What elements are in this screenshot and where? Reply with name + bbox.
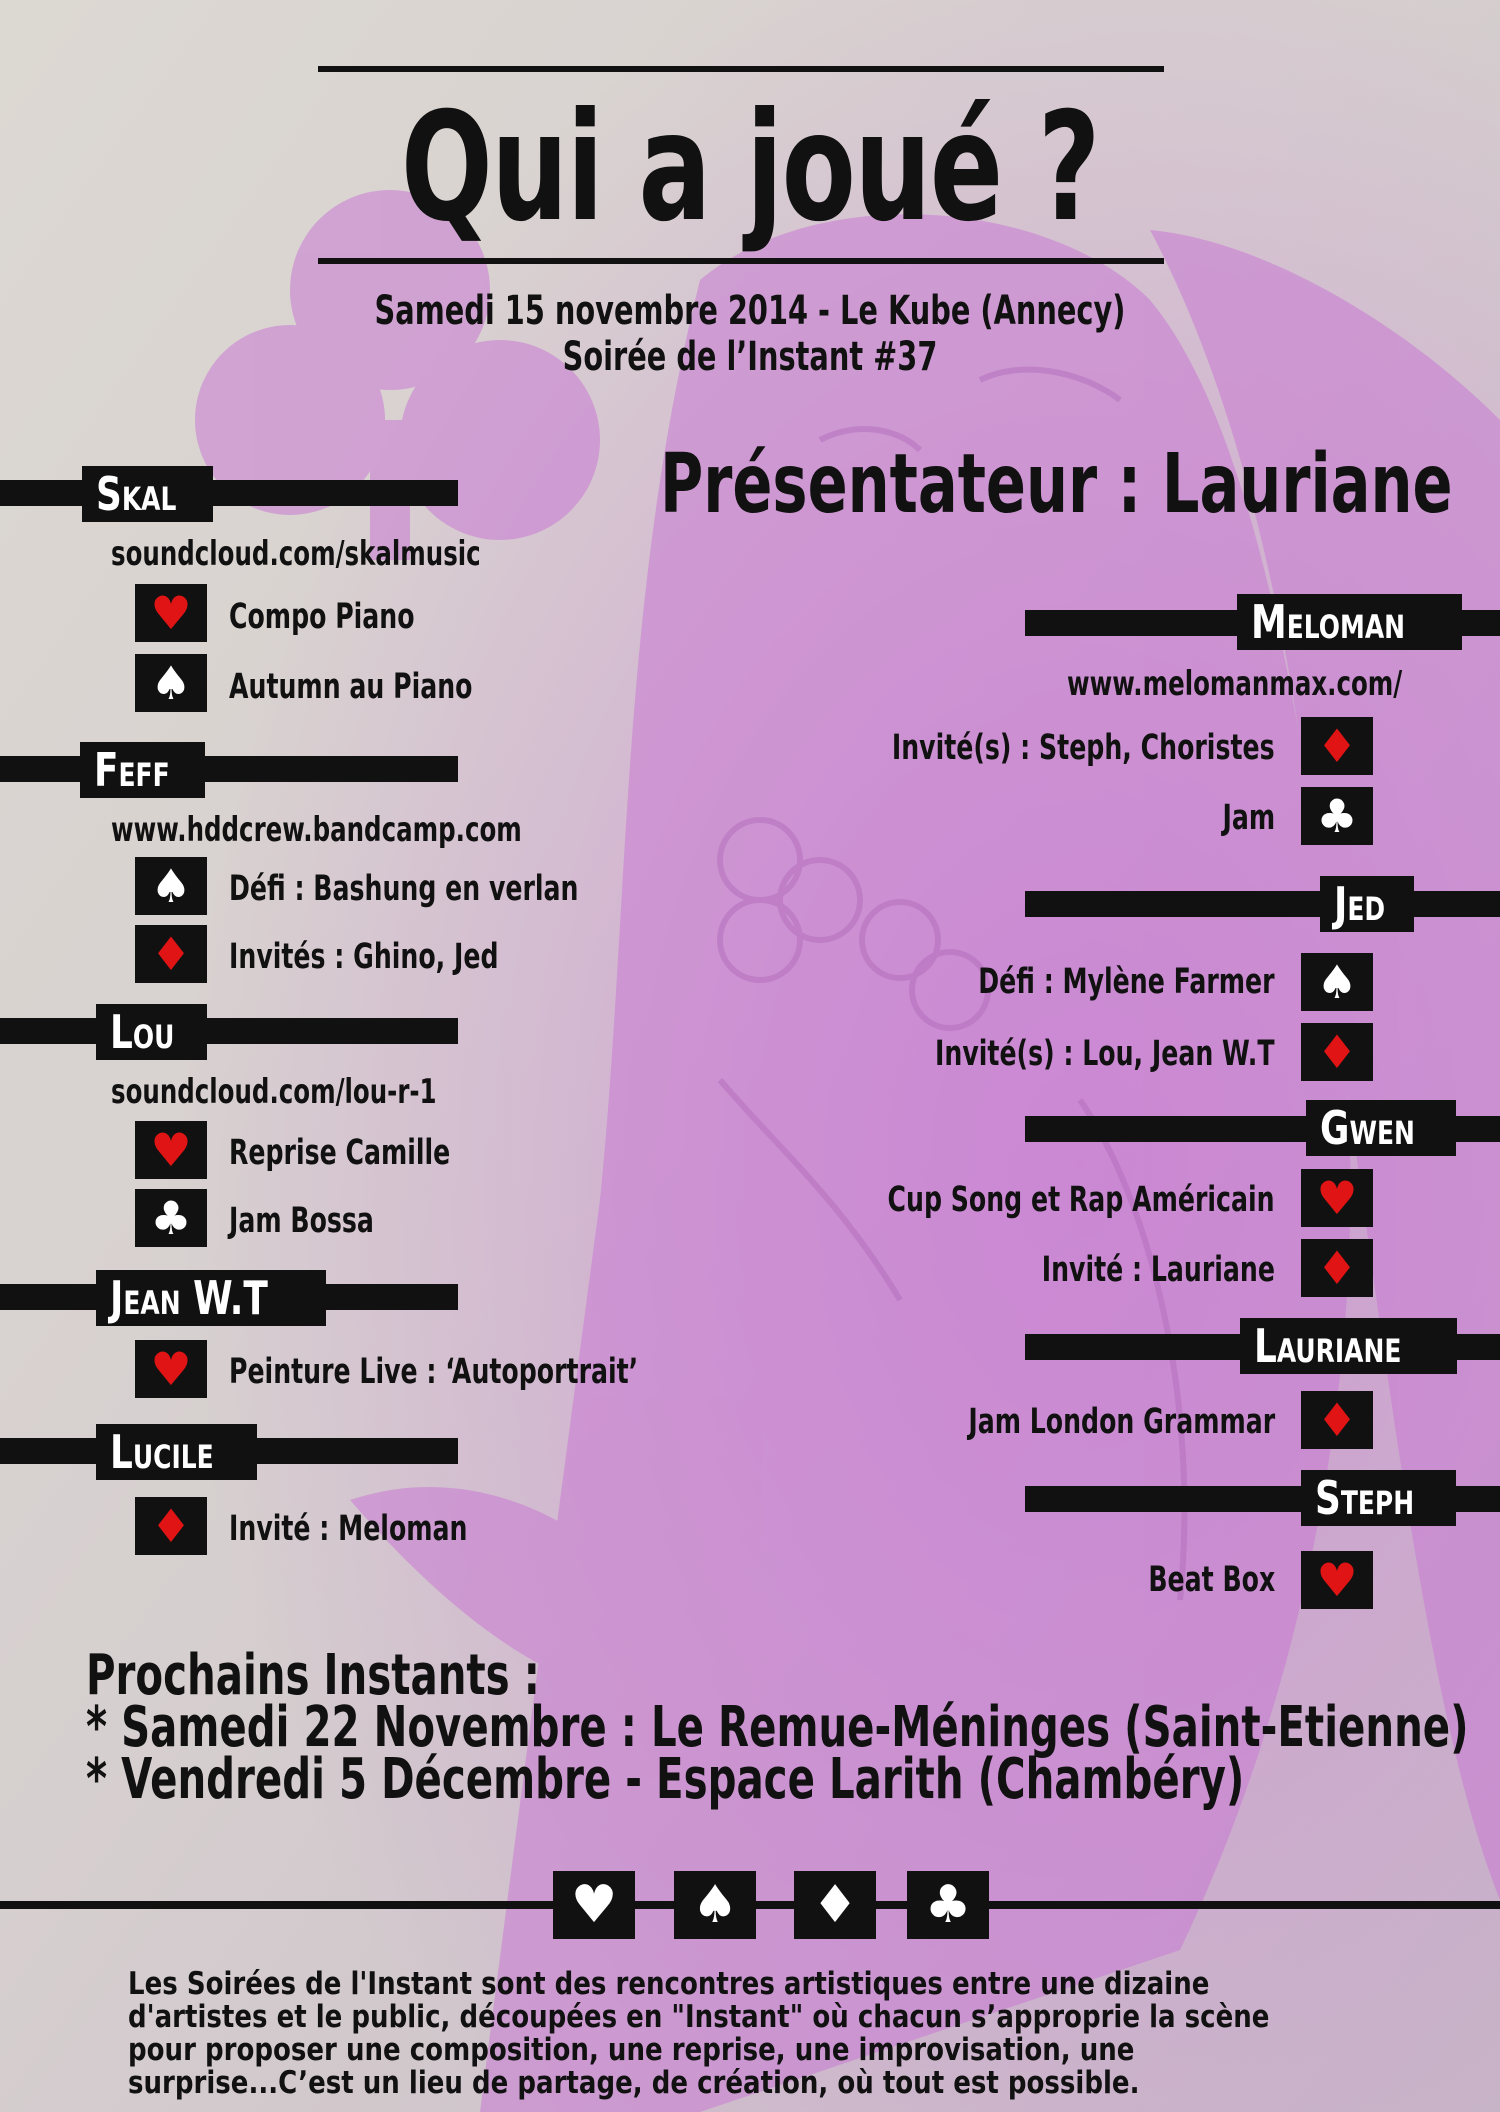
artist-link-skal[interactable]: soundcloud.com/skalmusic	[111, 534, 481, 574]
event-date: Samedi 15 novembre 2014 - Le Kube (Annec…	[374, 288, 1126, 334]
artist-bar-skal	[0, 480, 458, 506]
footer-description: Les Soirées de l'Instant sont des rencon…	[128, 1966, 1270, 2101]
diamond-icon: ♦	[794, 1871, 876, 1939]
jeanwt-item-1: Peinture Live : ‘Autoportrait’	[229, 1352, 639, 1392]
feff-item-2: Invités : Ghino, Jed	[229, 937, 499, 977]
spade-icon: ♠	[135, 654, 207, 712]
diamond-icon: ♦	[1301, 1239, 1373, 1297]
artist-name-lauriane: Lauriane	[1240, 1318, 1458, 1374]
page-title: Qui a joué ?	[400, 81, 1101, 255]
spade-icon: ♠	[135, 857, 207, 915]
artist-name-jeanwt: Jean W.T	[96, 1270, 327, 1326]
gwen-item-1: Cup Song et Rap Américain	[887, 1180, 1275, 1220]
title-bottom-rule	[318, 258, 1164, 264]
upcoming-section: Prochains Instants : * Samedi 22 Novembr…	[86, 1643, 1469, 1812]
diamond-icon: ♦	[1301, 717, 1373, 775]
spade-icon: ♠	[1301, 953, 1373, 1011]
artist-name-feff: Feff	[80, 742, 206, 798]
jed-item-1: Défi : Mylène Farmer	[978, 962, 1275, 1002]
title-top-rule	[318, 66, 1164, 72]
heart-icon: ♥	[553, 1871, 635, 1939]
artist-link-feff[interactable]: www.hddcrew.bandcamp.com	[111, 810, 522, 850]
skal-item-2: Autumn au Piano	[229, 667, 473, 707]
artist-name-skal: Skal	[82, 466, 214, 522]
lucile-item-1: Invité : Meloman	[229, 1509, 468, 1549]
spade-icon: ♠	[674, 1871, 756, 1939]
artist-bar-feff	[0, 756, 458, 782]
artist-name-steph: Steph	[1301, 1470, 1457, 1526]
heart-icon: ♥	[135, 1340, 207, 1398]
event-name: Soirée de l’Instant #37	[562, 334, 938, 380]
presenter: Présentateur : Lauriane	[660, 437, 1453, 532]
club-icon: ♣	[135, 1189, 207, 1247]
artist-name-meloman: Meloman	[1237, 594, 1463, 650]
heart-icon: ♥	[135, 584, 207, 642]
meloman-item-2: Jam	[1222, 798, 1275, 838]
diamond-icon: ♦	[135, 925, 207, 983]
meloman-item-1: Invité(s) : Steph, Choristes	[892, 728, 1275, 768]
artist-link-lou[interactable]: soundcloud.com/lou-r-1	[111, 1072, 437, 1112]
jed-item-2: Invité(s) : Lou, Jean W.T	[935, 1034, 1275, 1074]
heart-icon: ♥	[1301, 1169, 1373, 1227]
diamond-icon: ♦	[1301, 1391, 1373, 1449]
artist-name-lucile: Lucile	[96, 1424, 257, 1480]
lauriane-item-1: Jam London Grammar	[968, 1402, 1275, 1442]
diamond-icon: ♦	[135, 1497, 207, 1555]
heart-icon: ♥	[1301, 1551, 1373, 1609]
artist-name-gwen: Gwen	[1306, 1100, 1456, 1156]
lou-item-2: Jam Bossa	[229, 1201, 374, 1241]
artist-link-meloman[interactable]: www.melomanmax.com/	[1067, 664, 1403, 704]
diamond-icon: ♦	[1301, 1023, 1373, 1081]
artist-name-lou: Lou	[96, 1004, 207, 1060]
upcoming-line-2: * Vendredi 5 Décembre - Espace Larith (C…	[86, 1747, 1245, 1812]
heart-icon: ♥	[135, 1121, 207, 1179]
upcoming-heading: Prochains Instants :	[86, 1643, 540, 1708]
gwen-item-2: Invité : Lauriane	[1041, 1250, 1275, 1290]
artist-bar-lou	[0, 1018, 458, 1044]
lou-item-1: Reprise Camille	[229, 1133, 451, 1173]
steph-item-1: Beat Box	[1148, 1560, 1275, 1600]
club-icon: ♣	[1301, 787, 1373, 845]
artist-bar-jed	[1025, 891, 1500, 917]
club-icon: ♣	[907, 1871, 989, 1939]
artist-name-jed: Jed	[1320, 876, 1414, 932]
skal-item-1: Compo Piano	[229, 597, 415, 637]
upcoming-line-1: * Samedi 22 Novembre : Le Remue-Méninges…	[86, 1695, 1469, 1760]
feff-item-1: Défi : Bashung en verlan	[229, 869, 579, 909]
